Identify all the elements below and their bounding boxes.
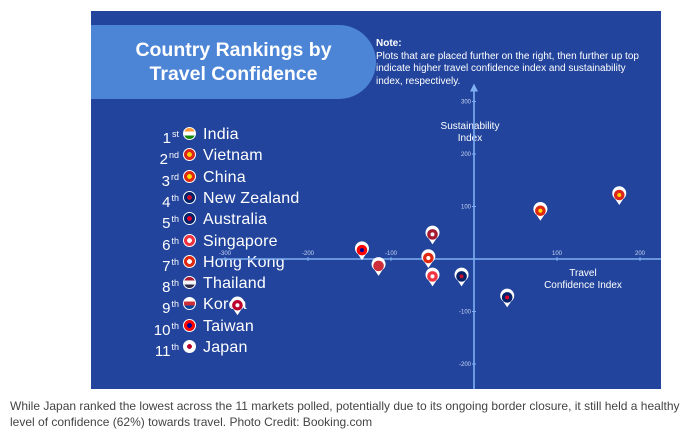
y-tick-label: 300 xyxy=(461,100,472,106)
rank-number: 6th xyxy=(131,231,179,256)
scatter-point xyxy=(354,241,369,261)
x-tick-label: 200 xyxy=(635,251,646,257)
scatter-point xyxy=(612,186,627,205)
flag-icon xyxy=(183,340,196,353)
title-banner: Country Rankings by Travel Confidence xyxy=(91,25,376,99)
x-tick-label: -200 xyxy=(302,251,315,257)
flag-icon xyxy=(183,297,196,311)
y-tick-label: 200 xyxy=(461,152,472,158)
note-box: Note: Plots that are placed further on t… xyxy=(376,38,646,88)
rank-suffix: rd xyxy=(170,171,179,182)
flag-icon xyxy=(183,233,196,247)
rank-suffix: th xyxy=(171,235,179,246)
scatter-point xyxy=(230,296,245,316)
y-tick-label: -100 xyxy=(459,310,472,316)
y-axis-arrow xyxy=(470,83,478,92)
photo-caption: While Japan ranked the lowest across the… xyxy=(10,399,680,429)
country-name: New Zealand xyxy=(203,189,300,207)
flag-icon xyxy=(183,318,196,332)
scatter-point xyxy=(533,202,548,221)
rank-number: 2nd xyxy=(131,145,179,170)
scatter-point xyxy=(371,257,386,276)
flag-emblem xyxy=(359,248,364,253)
rank-number: 9th xyxy=(131,294,179,319)
country-name: Australia xyxy=(203,211,268,229)
rank-suffix: th xyxy=(171,256,179,267)
y-tick-label: -200 xyxy=(459,362,472,368)
flag-emblem xyxy=(430,274,435,279)
flag-emblem xyxy=(459,274,464,279)
country-name: Thailand xyxy=(203,275,266,293)
rank-suffix: th xyxy=(171,320,179,331)
country-name: China xyxy=(203,168,246,186)
country-name: Taiwan xyxy=(203,317,255,335)
rank-number: 8th xyxy=(131,273,179,298)
x-tick-label: -100 xyxy=(385,251,398,257)
note-text: Plots that are placed further on the rig… xyxy=(376,50,639,87)
rank-digit: 10 xyxy=(153,321,171,339)
chart-title: Country Rankings by Travel Confidence xyxy=(135,39,332,85)
flag-emblem xyxy=(376,263,381,268)
rank-suffix: th xyxy=(171,342,179,352)
rank-suffix: th xyxy=(171,214,179,225)
flag-emblem xyxy=(505,295,510,300)
country-name: Hong Kong xyxy=(203,253,285,271)
rank-digit: 9 xyxy=(162,300,171,318)
flag-icon xyxy=(183,254,196,268)
country-name: Japan xyxy=(203,339,248,356)
rank-digit: 3 xyxy=(161,172,170,190)
flag-emblem xyxy=(430,232,435,237)
country-name: Singapore xyxy=(203,232,278,250)
rank-digit: 5 xyxy=(162,215,171,233)
rank-digit: 1 xyxy=(162,130,171,147)
x-tick-label: 100 xyxy=(552,251,563,257)
rank-number: 10th xyxy=(131,316,179,341)
rank-number: 11th xyxy=(131,337,179,362)
rank-number: 5th xyxy=(131,209,179,234)
scatter-point xyxy=(425,225,440,245)
y-tick-label: 100 xyxy=(461,205,472,211)
flag-emblem xyxy=(235,303,240,308)
x-tick-label: -300 xyxy=(219,251,232,257)
scatter-point xyxy=(454,267,469,287)
rank-digit: 6 xyxy=(162,236,171,254)
rank-digit: 8 xyxy=(162,279,171,297)
x-axis-title: Travel Confidence Index xyxy=(544,268,622,291)
flag-icon xyxy=(183,276,196,290)
note-label: Note: xyxy=(376,38,402,49)
rank-digit: 11 xyxy=(154,343,171,360)
flag-emblem xyxy=(538,208,543,213)
flag-icon xyxy=(183,190,196,204)
flag-emblem xyxy=(426,256,431,260)
rank-digit: 4 xyxy=(162,193,171,211)
scatter-plot: -300-200-100100200300300200100-100-200-3… xyxy=(217,83,661,389)
flag-emblem xyxy=(617,193,622,197)
rank-number: 4th xyxy=(131,188,179,213)
flag-icon xyxy=(183,127,196,140)
rank-suffix: th xyxy=(171,192,179,203)
rank-suffix: nd xyxy=(168,150,179,161)
infographic-panel: Country Rankings by Travel Confidence No… xyxy=(91,11,661,389)
rank-number: 7th xyxy=(131,252,179,277)
y-axis-title: Sustainability Index xyxy=(440,121,500,144)
scatter-point xyxy=(425,267,440,287)
flag-icon xyxy=(183,169,196,183)
rank-suffix: st xyxy=(171,129,179,139)
scatter-point xyxy=(421,249,436,268)
flag-icon xyxy=(183,148,196,162)
rank-number: 3rd xyxy=(131,167,179,192)
country-name: India xyxy=(203,126,239,143)
rank-suffix: th xyxy=(171,299,179,310)
scatter-point xyxy=(500,288,515,308)
rank-suffix: th xyxy=(171,278,179,289)
rank-digit: 7 xyxy=(162,257,171,275)
rank-number: 1st xyxy=(131,124,179,149)
rank-digit: 2 xyxy=(159,151,168,169)
country-name: Vietnam xyxy=(203,147,263,165)
flag-icon xyxy=(183,212,196,226)
